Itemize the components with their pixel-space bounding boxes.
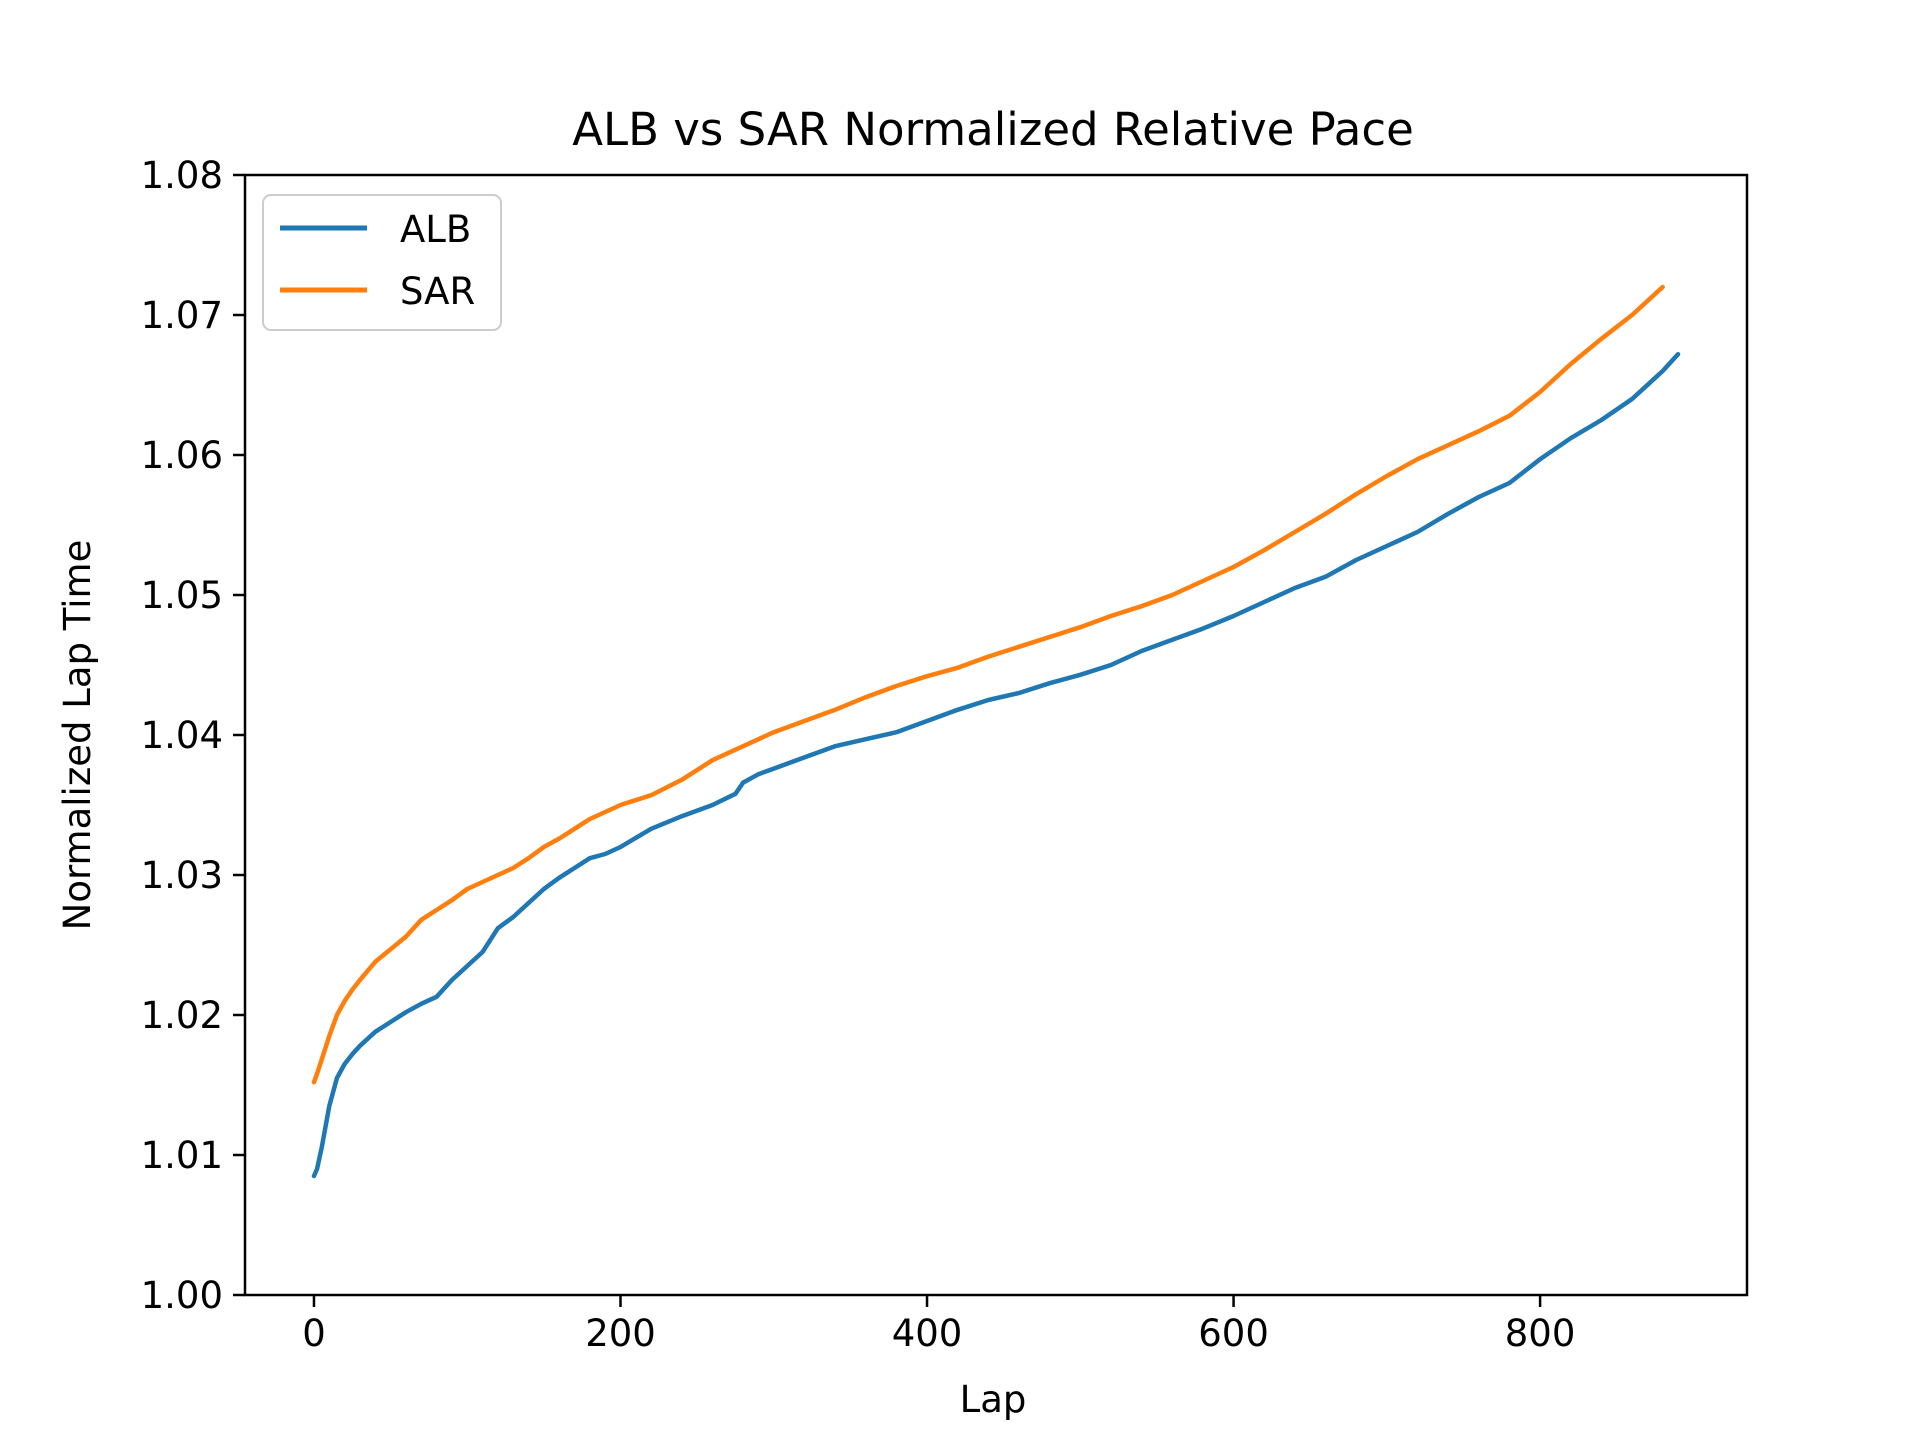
x-tick-label: 0 [302,1312,326,1355]
y-tick-label: 1.00 [141,1274,223,1317]
y-tick-label: 1.06 [141,434,223,477]
series-line-sar [311,284,1665,1085]
y-tick-label: 1.07 [141,294,223,337]
y-tick-label: 1.08 [141,154,223,197]
x-tick-label: 600 [1198,1312,1269,1355]
series-line-alb [311,351,1681,1179]
legend: ALB SAR [262,194,502,331]
legend-label-alb: ALB [400,208,471,251]
y-tick-label: 1.05 [141,574,223,617]
x-tick-label: 400 [892,1312,963,1355]
y-axis: 1.00 1.01 1.02 1.03 1.04 1.05 1.06 1.07 1.08 [141,154,245,1317]
y-tick-label: 1.04 [141,714,223,757]
y-tick-label: 1.01 [141,1134,223,1177]
plot-series-group [311,284,1681,1179]
x-tick-label: 800 [1505,1312,1576,1355]
y-axis-label: Normalized Lap Time [56,540,99,931]
chart-title: ALB vs SAR Normalized Relative Pace [572,103,1414,156]
x-axis: 0 200 400 600 800 [302,1295,1575,1355]
y-tick-label: 1.02 [141,994,223,1037]
legend-label-sar: SAR [400,270,475,313]
x-axis-label: Lap [960,1378,1027,1421]
x-tick-label: 200 [585,1312,656,1355]
y-tick-label: 1.03 [141,854,223,897]
